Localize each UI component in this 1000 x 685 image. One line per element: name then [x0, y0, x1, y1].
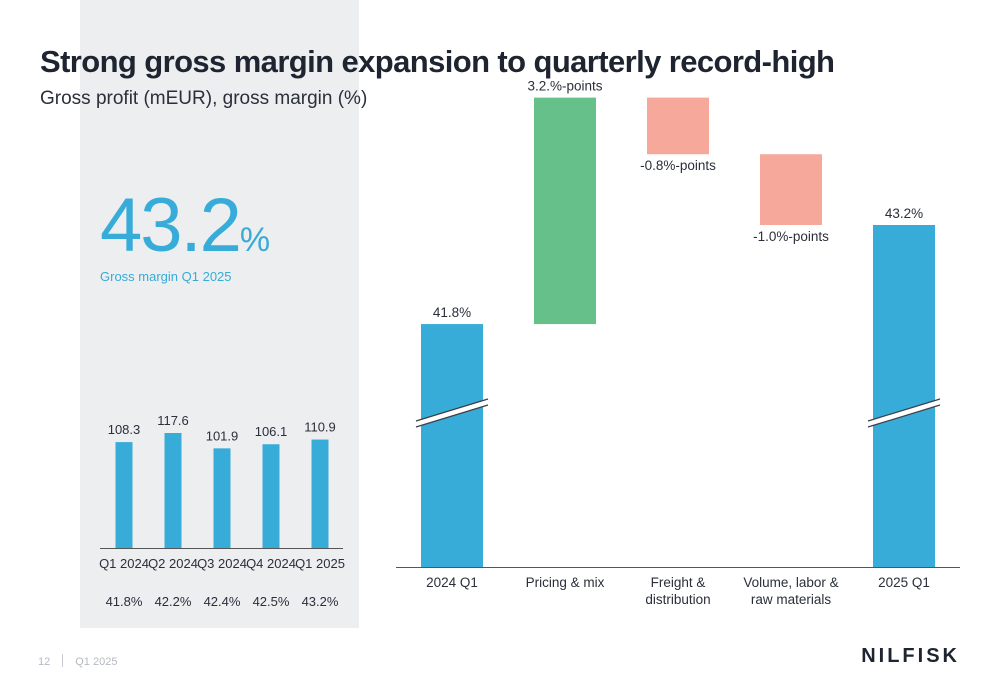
gross-margin-percent-label: 41.8% — [106, 594, 143, 609]
waterfall-decrease-bar — [760, 154, 822, 225]
gross-profit-category-label: Q1 2025 — [295, 556, 345, 571]
gross-profit-category-label: Q2 2024 — [148, 556, 198, 571]
waterfall-decrease-bar — [647, 97, 709, 155]
waterfall-delta-label: -1.0%-points — [753, 229, 829, 244]
gross-profit-bar-label: 117.6 — [157, 413, 189, 428]
kpi-gross-margin: 43.2% — [100, 182, 270, 269]
waterfall-delta-label: -0.8%-points — [640, 158, 716, 173]
page-subtitle: Gross profit (mEUR), gross margin (%) — [40, 88, 368, 109]
gross-profit-bar-label: 110.9 — [304, 420, 336, 435]
axis-break-line — [867, 404, 941, 428]
gross-profit-bar — [262, 444, 280, 548]
axis-break-line — [415, 398, 489, 422]
axis-break-gap — [416, 399, 488, 427]
waterfall-total-bar — [873, 225, 935, 567]
kpi-unit: % — [239, 221, 271, 259]
gross-profit-bar-label: 108.3 — [108, 422, 141, 437]
waterfall-total-label: 41.8% — [433, 305, 471, 320]
axis-break-line — [415, 404, 489, 428]
waterfall-category-label: Pricing & mix — [526, 575, 605, 590]
footer-divider — [62, 654, 64, 667]
gross-profit-bar — [213, 448, 231, 548]
waterfall-category-label: Volume, labor & — [743, 575, 838, 590]
waterfall-increase-bar — [534, 97, 596, 325]
page-number: 12 — [38, 656, 51, 668]
waterfall-category-label: 2025 Q1 — [878, 575, 930, 590]
gross-margin-percent-label: 42.2% — [155, 594, 192, 609]
waterfall-category-label: raw materials — [751, 592, 832, 607]
gross-margin-percent-label: 43.2% — [302, 594, 339, 609]
waterfall-category-label: Freight & — [651, 575, 706, 590]
gross-profit-bar-label: 106.1 — [255, 424, 288, 439]
gross-margin-percent-label: 42.4% — [204, 594, 241, 609]
waterfall-delta-label: 3.2.%-points — [527, 79, 602, 94]
gross-profit-bar — [164, 433, 182, 548]
gross-margin-percent-label: 42.5% — [253, 594, 290, 609]
axis-break-line — [867, 398, 941, 422]
page-title: Strong gross margin expansion to quarter… — [40, 44, 835, 79]
gross-profit-bar — [115, 442, 133, 548]
gross-profit-bar-chart: 108.3 Q1 2024 41.8% 117.6 Q2 2024 42.2% 101.9 Q… — [99, 413, 345, 609]
gross-profit-bar — [311, 439, 329, 548]
nilfisk-logo: NILFISK — [861, 645, 960, 667]
waterfall-category-label: 2024 Q1 — [426, 575, 478, 590]
kpi-value: 43.2 — [100, 183, 242, 268]
axis-break-gap — [868, 399, 940, 427]
waterfall-total-label: 43.2% — [885, 206, 923, 221]
gross-profit-category-label: Q4 2024 — [246, 556, 296, 571]
waterfall-total-bar — [421, 324, 483, 567]
kpi-caption: Gross margin Q1 2025 — [100, 269, 232, 284]
footer-period: Q1 2025 — [75, 656, 118, 668]
waterfall-category-label: distribution — [645, 592, 710, 607]
gross-profit-category-label: Q3 2024 — [197, 556, 247, 571]
footer: 12 Q1 2025 — [38, 654, 117, 668]
gross-margin-waterfall-chart: 41.8% 2024 Q1 3.2.%-points Pricing & mix -0.… — [396, 79, 960, 607]
gross-profit-category-label: Q1 2024 — [99, 556, 149, 571]
gross-profit-bar-label: 101.9 — [206, 428, 239, 443]
